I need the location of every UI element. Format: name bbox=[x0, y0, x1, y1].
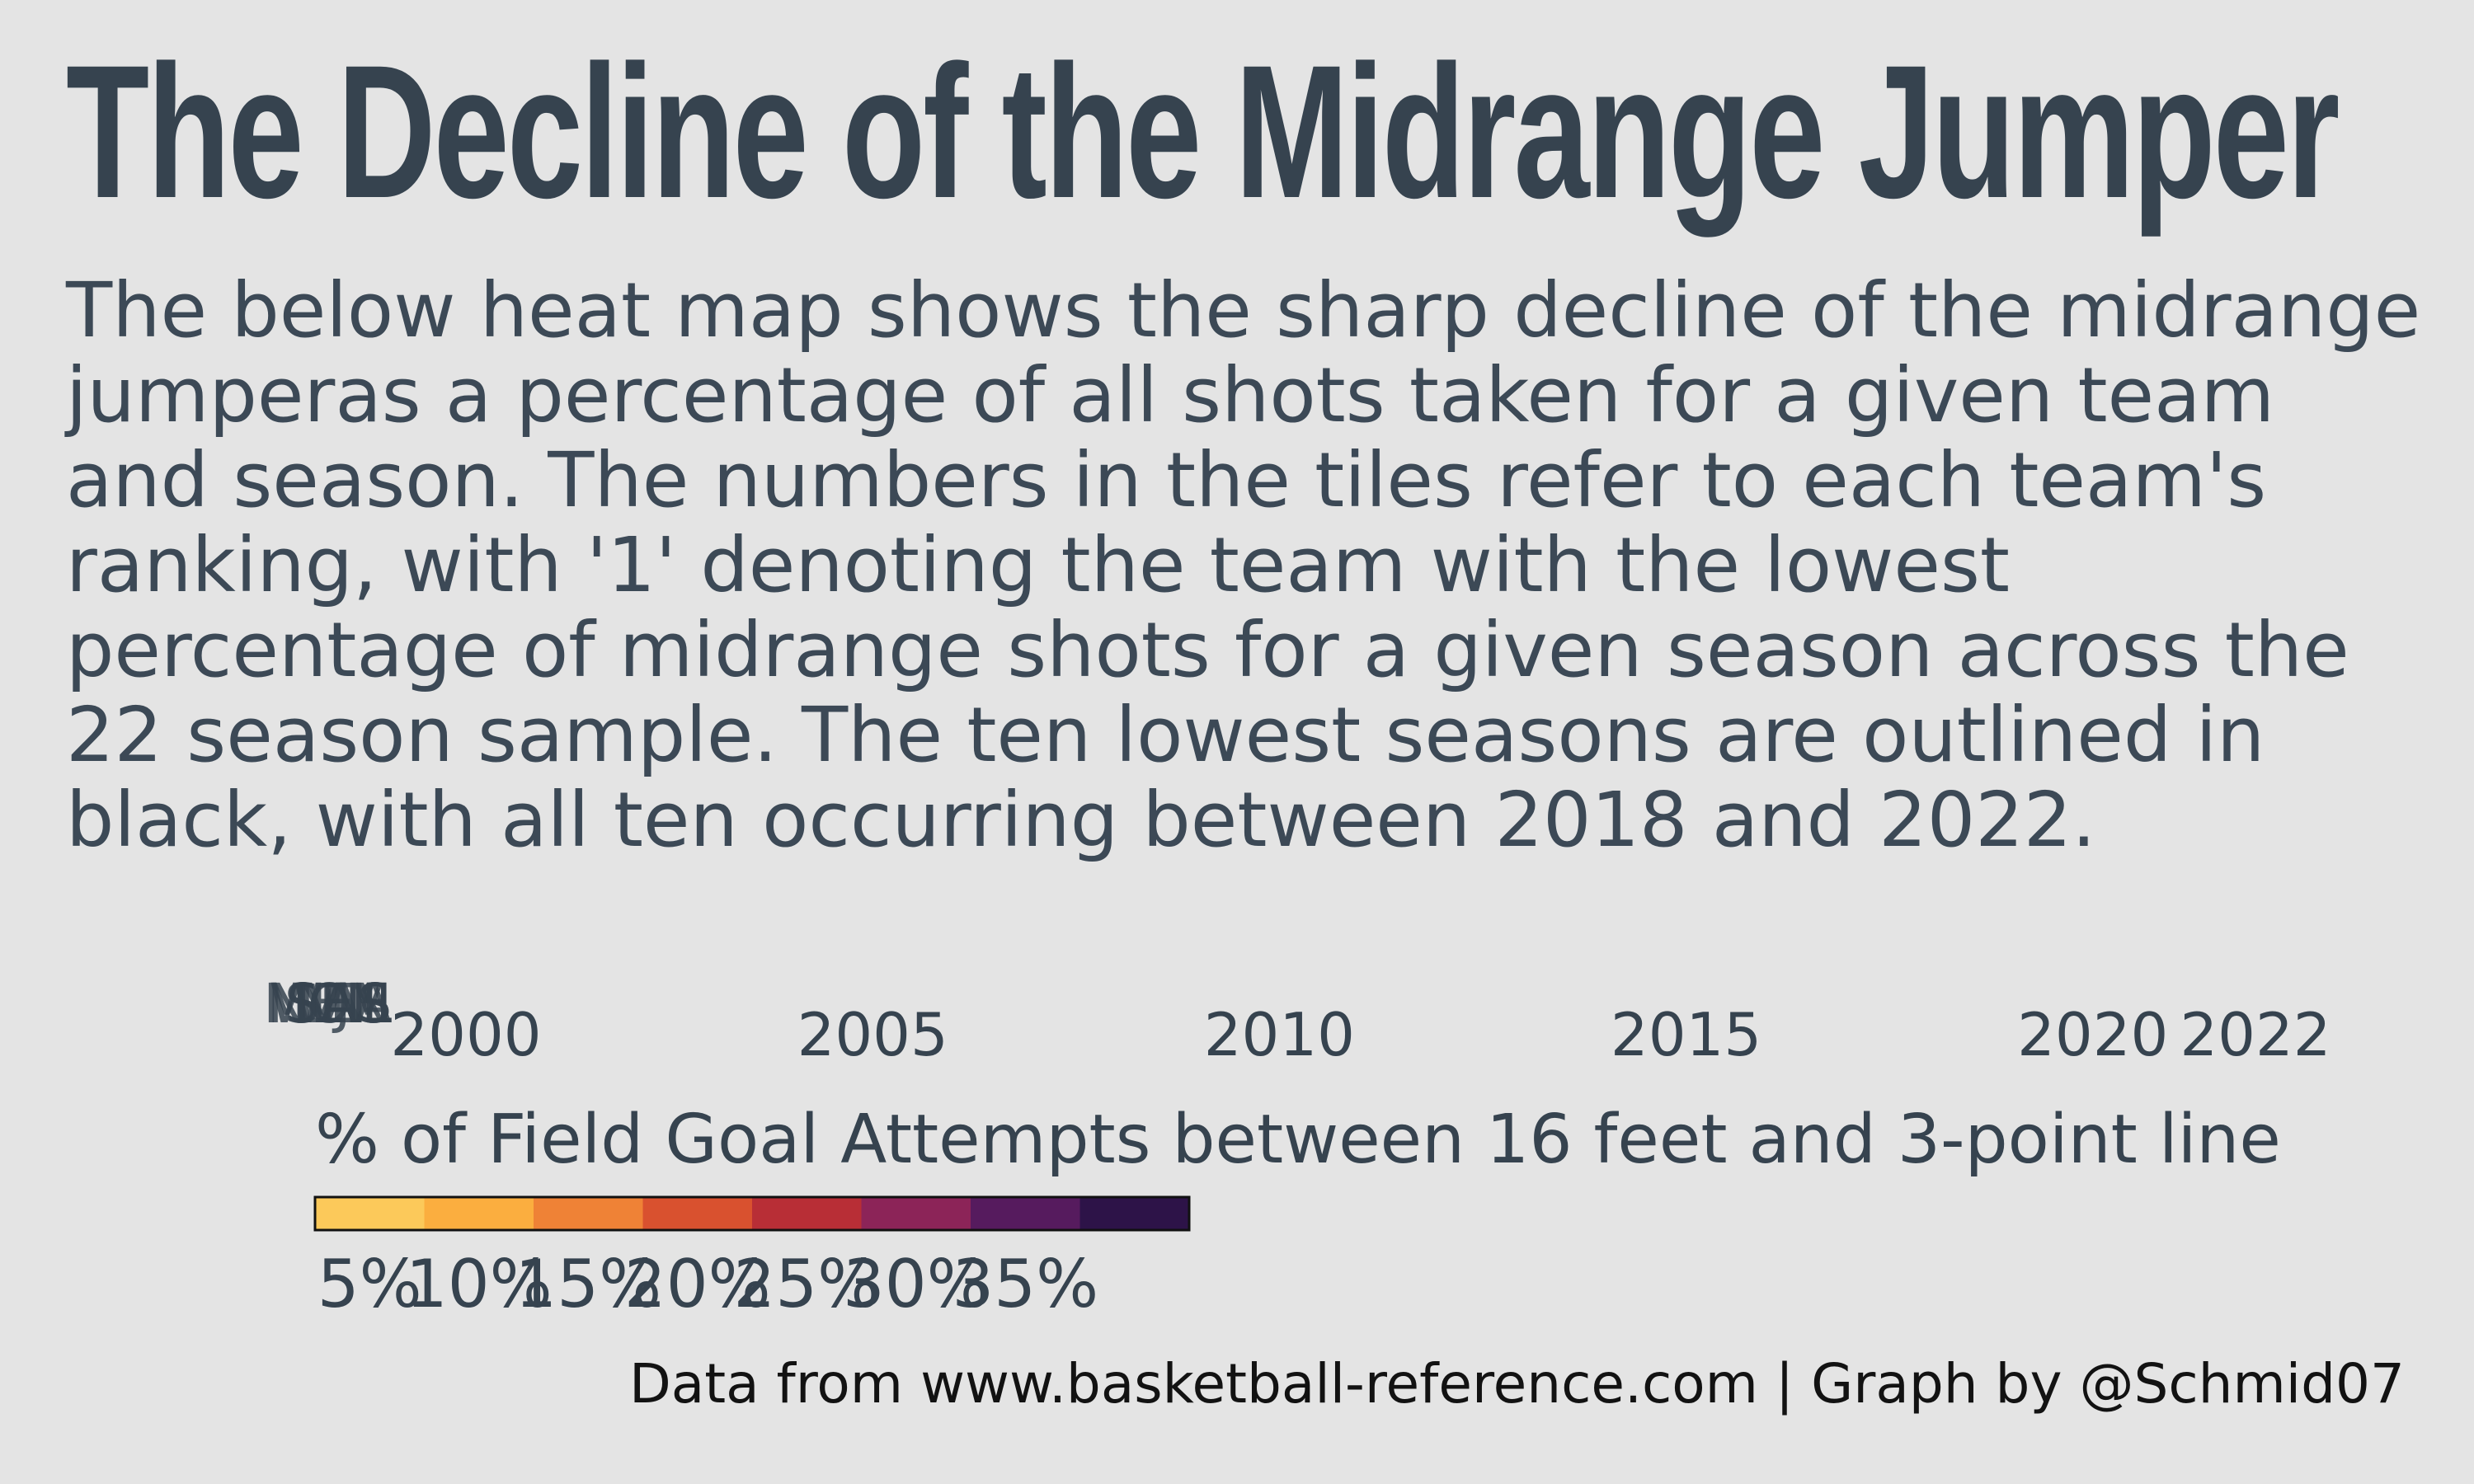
legend-color-swatch bbox=[315, 1197, 425, 1230]
legend-tick-label: 5% bbox=[317, 1246, 422, 1322]
chart-caption: Data from www.basketball-reference.com |… bbox=[628, 1352, 2405, 1416]
x-tick-label: 2020 bbox=[2017, 1000, 2168, 1069]
y-tick-label: SAS bbox=[285, 972, 392, 1036]
chart-subtitle: The below heat map shows the sharp decli… bbox=[66, 266, 2421, 864]
y-tick-label: NJN bbox=[294, 972, 392, 1036]
legend-title: % of Field Goal Attempts between 16 feet… bbox=[315, 1101, 2281, 1179]
y-tick-label: SEA bbox=[285, 972, 392, 1036]
legend-tick-label: 10% bbox=[406, 1246, 553, 1322]
legend-colorbar-border bbox=[313, 1195, 1191, 1232]
y-tick-label: WAS bbox=[269, 972, 392, 1036]
x-tick-label: 2022 bbox=[2180, 1000, 2331, 1069]
chart-title: The Decline of the Midrange Jumper bbox=[66, 26, 2340, 237]
legend-tick-labels: 5%10%15%20%25%30%35% bbox=[317, 1246, 1098, 1322]
y-tick-label: NOH bbox=[267, 972, 392, 1036]
x-tick-label: 2005 bbox=[797, 1000, 948, 1069]
x-tick-label: 2000 bbox=[390, 1000, 541, 1069]
x-axis-ticks: 2000 2005 2010 2015 2020 2022 bbox=[390, 1000, 2331, 1069]
legend-tick-label: 35% bbox=[952, 1246, 1098, 1322]
legend-color-swatch bbox=[861, 1197, 971, 1230]
legend-color-swatch bbox=[752, 1197, 862, 1230]
legend-tick-label: 20% bbox=[624, 1246, 771, 1322]
y-tick-label: LAL bbox=[293, 972, 392, 1036]
legend-color-swatch bbox=[1079, 1197, 1190, 1230]
legend-color-swatch bbox=[971, 1197, 1080, 1230]
legend-color-swatch bbox=[424, 1197, 534, 1230]
y-tick-label: MIL bbox=[299, 972, 392, 1036]
legend-colorbar bbox=[313, 1195, 1191, 1232]
x-tick-label: 2010 bbox=[1204, 1000, 1355, 1069]
legend-tick-label: 15% bbox=[515, 1246, 661, 1322]
x-tick-label: 2015 bbox=[1611, 1000, 1761, 1069]
y-tick-label: MEM bbox=[263, 972, 392, 1036]
legend-tick-label: 25% bbox=[733, 1246, 880, 1322]
legend-color-swatch bbox=[642, 1197, 753, 1230]
legend-tick-label: 30% bbox=[843, 1246, 990, 1322]
legend-color-swatch bbox=[534, 1197, 643, 1230]
